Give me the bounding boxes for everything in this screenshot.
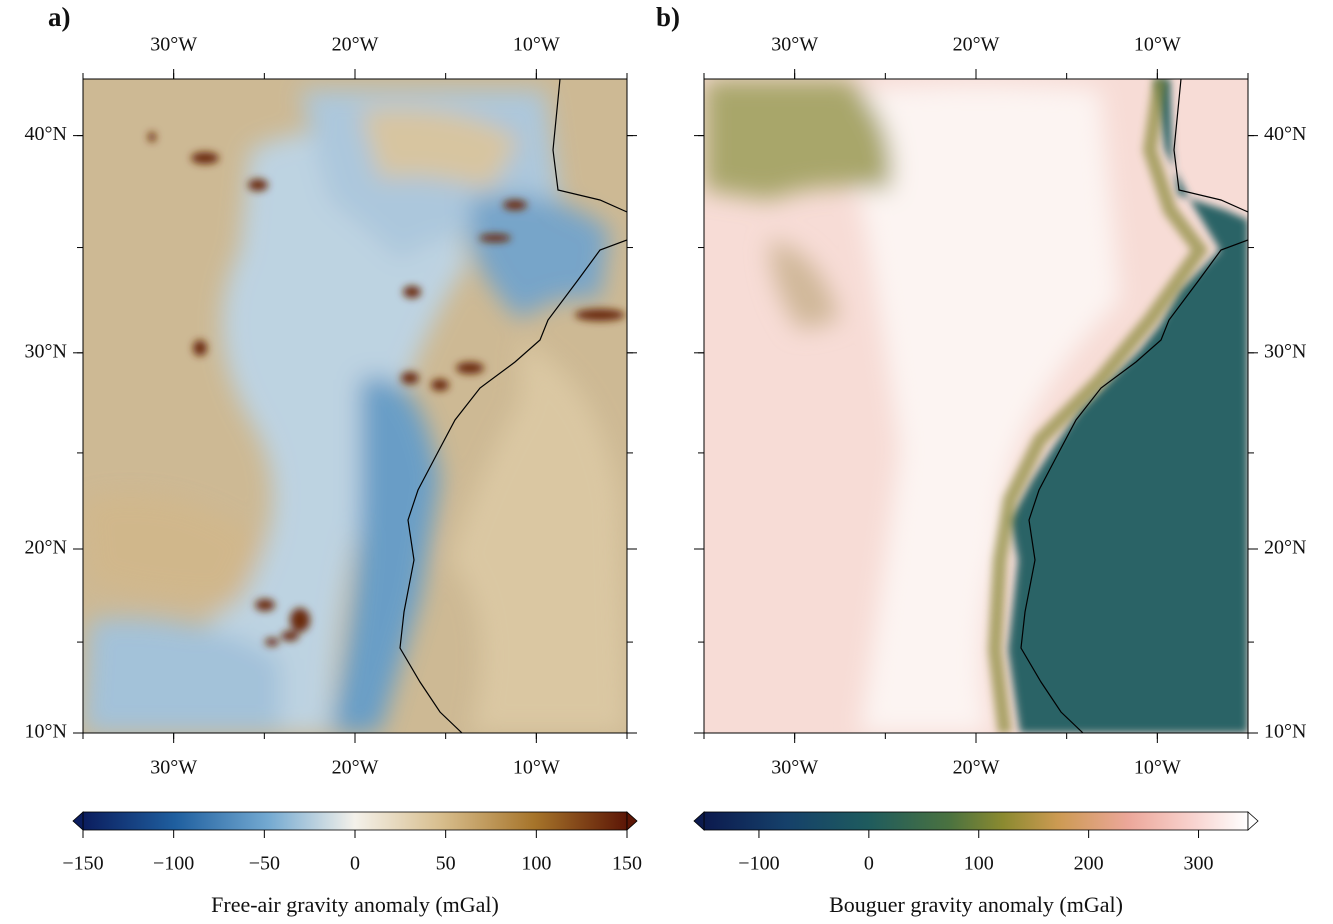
lon-tick-label: 10°W xyxy=(513,757,560,779)
colorbar-label: Bouguer gravity anomaly (mGal) xyxy=(829,892,1123,917)
lat-tick-label: 40°N xyxy=(25,123,67,145)
colorbar-low-triangle xyxy=(694,812,704,830)
lon-tick-label: 30°W xyxy=(150,34,197,56)
free-air-map xyxy=(83,79,627,733)
lat-tick-label: 30°N xyxy=(1264,340,1306,362)
lat-tick-label: 30°N xyxy=(25,340,67,362)
colorbar-tick-label: 300 xyxy=(1184,853,1214,875)
lon-tick-label: 20°W xyxy=(953,34,1000,56)
lon-tick-label: 10°W xyxy=(513,34,560,56)
lat-tick-label: 20°N xyxy=(1264,537,1306,559)
lat-tick-label: 40°N xyxy=(1264,123,1306,145)
lon-tick-label: 10°W xyxy=(1134,34,1181,56)
colorbar-label: Free-air gravity anomaly (mGal) xyxy=(211,892,499,917)
colorbar-tick-label: 0 xyxy=(350,853,360,875)
colorbar-low-triangle xyxy=(73,812,83,830)
colorbar-tick-label: 100 xyxy=(521,853,551,875)
bouguer-map xyxy=(704,79,1248,733)
colorbar-tick-label: 100 xyxy=(964,853,994,875)
colorbar xyxy=(83,812,627,830)
lat-tick-label: 20°N xyxy=(25,537,67,559)
colorbar-high-triangle xyxy=(1248,812,1258,830)
panel-label: b) xyxy=(656,2,680,32)
colorbar-tick-label: −50 xyxy=(249,853,280,875)
colorbar-tick-label: 200 xyxy=(1074,853,1104,875)
figure: a) 30°W 30°W 20°W 20°W 10°W 10°W 40°N 30°N 20°N 10… xyxy=(0,0,1333,924)
lat-tick-label: 10°N xyxy=(1264,721,1306,743)
colorbar xyxy=(704,812,1248,830)
colorbar-tick-label: −100 xyxy=(153,853,194,875)
lon-tick-label: 30°W xyxy=(771,757,818,779)
lon-tick-label: 30°W xyxy=(771,34,818,56)
colorbar-tick-label: 150 xyxy=(612,853,642,875)
lon-tick-label: 20°W xyxy=(953,757,1000,779)
lon-tick-label: 30°W xyxy=(150,757,197,779)
colorbar-tick-label: −150 xyxy=(62,853,103,875)
colorbar-tick-label: −100 xyxy=(738,853,779,875)
lat-tick-label: 10°N xyxy=(25,721,67,743)
lon-tick-label: 20°W xyxy=(332,34,379,56)
colorbar-tick-label: 0 xyxy=(864,853,874,875)
colorbar-high-triangle xyxy=(627,812,637,830)
colorbar-tick-label: 50 xyxy=(436,853,456,875)
panel-label: a) xyxy=(48,2,71,32)
lon-tick-label: 20°W xyxy=(332,757,379,779)
lon-tick-label: 10°W xyxy=(1134,757,1181,779)
